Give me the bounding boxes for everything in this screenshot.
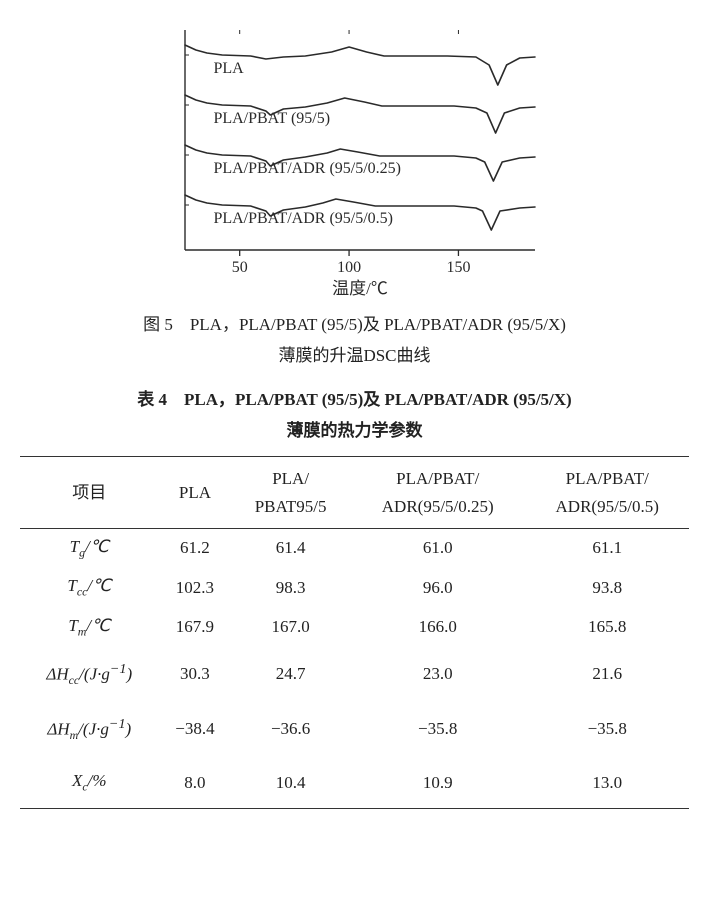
cell: 8.0: [159, 757, 232, 809]
table-row: ΔHm/(J·g−1)−38.4−36.6−35.8−35.8: [20, 702, 689, 757]
svg-text:150: 150: [446, 259, 470, 276]
cell: 96.0: [350, 568, 526, 607]
header-col-2: PLA/PBAT/ADR(95/5/0.25): [350, 457, 526, 528]
cell: 24.7: [231, 647, 350, 702]
cell: 61.0: [350, 528, 526, 568]
figure-caption-line1: 图 5 PLA，PLA/PBAT (95/5)及 PLA/PBAT/ADR (9…: [143, 315, 566, 334]
row-label: Tm/℃: [20, 608, 159, 647]
cell: 61.2: [159, 528, 232, 568]
svg-text:温度/℃: 温度/℃: [332, 279, 388, 298]
cell: 102.3: [159, 568, 232, 607]
cell: 98.3: [231, 568, 350, 607]
table-header-row: 项目 PLAPLA/PBAT95/5PLA/PBAT/ADR(95/5/0.25…: [20, 457, 689, 528]
cell: 23.0: [350, 647, 526, 702]
cell: −38.4: [159, 702, 232, 757]
header-col-3: PLA/PBAT/ADR(95/5/0.5): [525, 457, 689, 528]
cell: 13.0: [525, 757, 689, 809]
svg-text:PLA/PBAT (95/5): PLA/PBAT (95/5): [213, 110, 330, 127]
cell: 10.9: [350, 757, 526, 809]
cell: −36.6: [231, 702, 350, 757]
cell: 61.1: [525, 528, 689, 568]
row-label: Tg/℃: [20, 528, 159, 568]
table-row: Tcc/℃102.398.396.093.8: [20, 568, 689, 607]
row-label: Xc/%: [20, 757, 159, 809]
svg-text:100: 100: [337, 259, 361, 276]
cell: 166.0: [350, 608, 526, 647]
cell: 93.8: [525, 568, 689, 607]
dsc-chart: 50 100 150 温度/℃ PLA PLA/PBAT (95/5) PLA/PBAT/A…: [165, 20, 545, 300]
cell: −35.8: [350, 702, 526, 757]
figure-caption-line2: 薄膜的升温DSC曲线: [278, 346, 430, 365]
cell: 30.3: [159, 647, 232, 702]
header-col-1: PLA/PBAT95/5: [231, 457, 350, 528]
header-item: 项目: [20, 457, 159, 528]
table-row: Xc/%8.010.410.913.0: [20, 757, 689, 809]
row-label: Tcc/℃: [20, 568, 159, 607]
cell: 165.8: [525, 608, 689, 647]
table-title-line1: 表 4 PLA，PLA/PBAT (95/5)及 PLA/PBAT/ADR (9…: [137, 390, 571, 409]
cell: 167.9: [159, 608, 232, 647]
cell: 21.6: [525, 647, 689, 702]
cell: 61.4: [231, 528, 350, 568]
table-row: Tg/℃61.261.461.061.1: [20, 528, 689, 568]
svg-text:50: 50: [231, 259, 247, 276]
table-row: ΔHcc/(J·g−1)30.324.723.021.6: [20, 647, 689, 702]
figure-caption: 图 5 PLA，PLA/PBAT (95/5)及 PLA/PBAT/ADR (9…: [20, 310, 689, 371]
svg-text:PLA/PBAT/ADR (95/5/0.25): PLA/PBAT/ADR (95/5/0.25): [213, 160, 401, 177]
thermo-table: 项目 PLAPLA/PBAT95/5PLA/PBAT/ADR(95/5/0.25…: [20, 456, 689, 809]
cell: 167.0: [231, 608, 350, 647]
header-col-0: PLA: [159, 457, 232, 528]
cell: −35.8: [525, 702, 689, 757]
row-label: ΔHcc/(J·g−1): [20, 647, 159, 702]
row-label: ΔHm/(J·g−1): [20, 702, 159, 757]
svg-text:PLA/PBAT/ADR (95/5/0.5): PLA/PBAT/ADR (95/5/0.5): [213, 210, 393, 227]
cell: 10.4: [231, 757, 350, 809]
table-row: Tm/℃167.9167.0166.0165.8: [20, 608, 689, 647]
table-title-line2: 薄膜的热力学参数: [287, 421, 423, 440]
table-body: Tg/℃61.261.461.061.1Tcc/℃102.398.396.093…: [20, 528, 689, 809]
table-title: 表 4 PLA，PLA/PBAT (95/5)及 PLA/PBAT/ADR (9…: [20, 385, 689, 446]
dsc-svg: 50 100 150 温度/℃ PLA PLA/PBAT (95/5) PLA/PBAT/A…: [165, 20, 545, 300]
svg-text:PLA: PLA: [213, 60, 244, 77]
